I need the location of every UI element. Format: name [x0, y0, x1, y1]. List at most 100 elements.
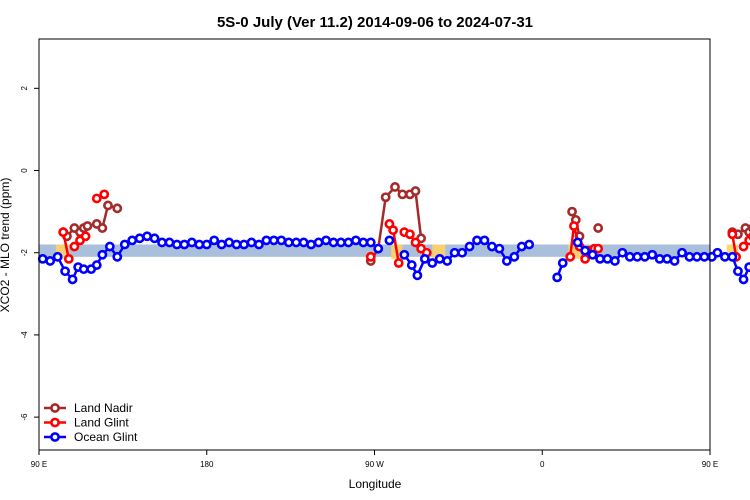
ocean-glint-point — [384, 235, 395, 246]
legend-marker — [50, 432, 60, 442]
ocean-glint-point — [610, 256, 620, 266]
y-tick-label: -4 — [20, 331, 29, 339]
legend-marker — [50, 403, 60, 413]
ocean-glint-point — [164, 237, 175, 248]
ocean-glint-point — [149, 233, 160, 244]
x-tick-label: 0 — [540, 460, 545, 469]
ocean-glint-point — [216, 239, 227, 250]
ocean-glint-point — [268, 235, 279, 246]
ocean-glint-point — [632, 251, 643, 262]
land-glint-point — [365, 251, 376, 262]
land-glint-point — [410, 237, 421, 248]
land-glint-point — [91, 193, 102, 204]
ocean-glint-point — [365, 237, 376, 248]
ocean-glint-point — [134, 233, 145, 244]
ocean-glint-point — [373, 243, 384, 254]
x-tick-label: 90 E — [702, 460, 718, 469]
land-nadir-point — [390, 182, 400, 192]
y-tick-label: 2 — [20, 86, 29, 91]
land-nadir-point — [397, 189, 408, 200]
ocean-glint-point — [119, 239, 130, 250]
chart-title: 5S-0 July (Ver 11.2) 2014-09-06 to 2024-… — [217, 14, 533, 31]
x-tick-label: 90 W — [365, 460, 384, 469]
ocean-glint-point — [313, 237, 324, 248]
ocean-glint-point — [727, 251, 738, 262]
land-nadir-point — [82, 221, 93, 231]
land-glint-point — [69, 241, 80, 252]
ocean-glint-point — [45, 256, 56, 266]
x-tick-label: 90 E — [31, 460, 47, 469]
ocean-glint-point — [209, 235, 220, 246]
ocean-glint-point — [112, 251, 123, 262]
ocean-glint-point — [524, 239, 535, 250]
land-glint-point — [727, 229, 738, 240]
ocean-glint-point — [677, 247, 687, 258]
ocean-glint-point — [720, 251, 730, 262]
legend-label: Land Nadir — [74, 401, 133, 415]
land-glint-point — [388, 225, 399, 236]
ocean-glint-point — [580, 245, 591, 256]
plot-area — [37, 182, 750, 285]
ocean-glint-point — [78, 264, 89, 275]
highlight-span-4 — [726, 244, 738, 259]
land-glint-point — [593, 243, 604, 254]
ocean-glint-point — [261, 235, 272, 246]
land-glint-point — [405, 229, 415, 240]
ocean-glint-point — [617, 247, 628, 258]
ocean-glint-point — [186, 237, 197, 248]
y-axis-label: XCO2 - MLO trend (ppm) — [0, 178, 12, 313]
ocean-glint-point — [744, 262, 750, 273]
ocean-glint-point — [572, 237, 583, 248]
ocean-glint-point — [624, 251, 635, 262]
ocean-glint-point — [406, 260, 417, 270]
ocean-glint-point — [472, 235, 482, 246]
ocean-glint-point — [595, 253, 605, 264]
ocean-glint-point — [52, 251, 63, 262]
land-glint-point — [565, 251, 576, 262]
ocean-glint-point — [419, 253, 430, 264]
ocean-glint-point — [487, 241, 497, 252]
ocean-glint-point — [127, 235, 138, 246]
ocean-glint-point — [669, 256, 680, 266]
ocean-glint-point — [509, 251, 520, 262]
y-tick-label: 0 — [20, 168, 29, 173]
ocean-glint-point — [142, 231, 153, 242]
ocean-glint-point — [501, 256, 512, 266]
ocean-glint-point — [557, 258, 568, 268]
ocean-glint-point — [254, 239, 264, 250]
ocean-glint-point — [298, 237, 309, 248]
ocean-glint-point — [291, 237, 302, 248]
ocean-glint-point — [449, 247, 460, 258]
ocean-glint-point — [639, 251, 650, 262]
ocean-glint-point — [60, 266, 70, 277]
ocean-glint-point — [224, 237, 235, 248]
land-glint-point — [738, 241, 749, 252]
ocean-glint-point — [157, 237, 167, 248]
legend-label: Ocean Glint — [74, 430, 138, 444]
ocean-glint-point — [662, 253, 673, 264]
ocean-glint-point — [231, 239, 242, 250]
ocean-glint-point — [684, 251, 695, 262]
y-tick-label: -2 — [20, 249, 29, 257]
ocean-glint-point — [358, 237, 369, 248]
ocean-glint-point — [172, 239, 182, 250]
ocean-glint-point — [464, 241, 475, 252]
land-glint-point — [99, 189, 110, 200]
ocean-glint-point — [479, 235, 490, 246]
ocean-glint-point — [246, 237, 257, 248]
land-nadir-point — [103, 200, 113, 211]
ocean-glint-point — [552, 272, 563, 283]
land-glint-point — [393, 258, 404, 268]
ocean-glint-point — [457, 247, 468, 258]
land-nadir-point — [410, 186, 421, 196]
ocean-glint-point — [336, 237, 346, 248]
ocean-glint-point — [712, 247, 723, 258]
ocean-glint-point — [179, 239, 190, 250]
ocean-glint-point — [399, 249, 410, 260]
ocean-glint-point — [516, 241, 527, 252]
ocean-glint-point — [733, 266, 743, 277]
ocean-glint-point — [328, 237, 339, 248]
land-nadir-point — [97, 223, 108, 233]
ocean-glint-point — [350, 235, 361, 246]
